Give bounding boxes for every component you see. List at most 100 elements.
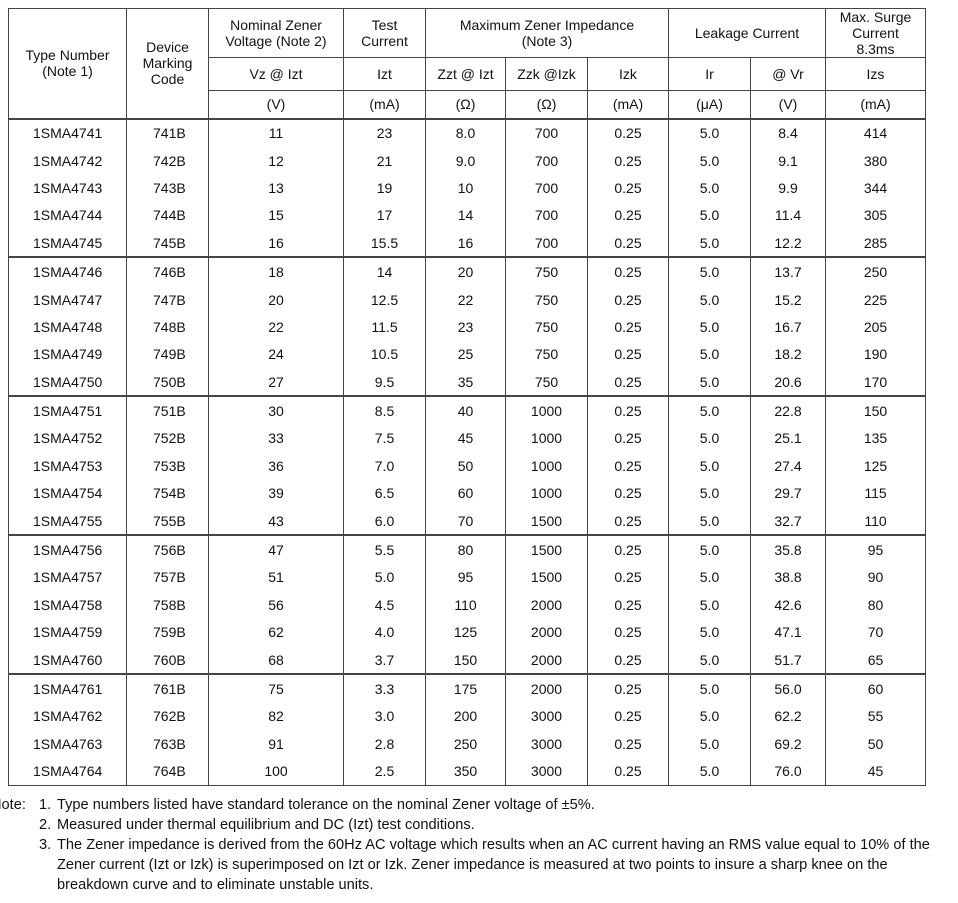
header-cell: Izs (825, 57, 926, 91)
data-cell: 15.2 (750, 285, 826, 314)
data-cell: 1SMA4756 (8, 534, 127, 564)
data-cell: 10 (425, 174, 506, 202)
data-cell: 1SMA4758 (8, 591, 127, 619)
data-cell: 68 (208, 645, 344, 675)
note-spacer (0, 815, 39, 835)
data-cell: 1SMA4751 (8, 395, 127, 425)
data-cell: 1SMA4759 (8, 618, 127, 646)
header-cell: Vz @ Izt (208, 57, 344, 91)
data-cell: 39 (208, 479, 344, 507)
data-row: 1SMA4741 741B 11 23 8.0 700 0.25 5.0 8.4 414 (8, 117, 926, 147)
note-row: Note: 1. Type numbers listed have standard… (0, 795, 951, 815)
data-cell: 4.5 (343, 591, 426, 619)
data-cell: 60 (425, 479, 506, 507)
data-cell: 27 (208, 368, 344, 397)
data-cell: 150 (825, 395, 926, 425)
data-cell: 5.0 (668, 730, 751, 758)
data-cell: 0.25 (587, 563, 669, 592)
data-cell: 746B (126, 256, 209, 286)
data-cell: 750B (126, 368, 209, 397)
data-cell: 344 (825, 174, 926, 202)
header-cell: (V) (208, 90, 344, 119)
data-cell: 759B (126, 618, 209, 646)
data-row: 1SMA4748 748B 22 11.5 23 750 0.25 5.0 16.7 205 (8, 313, 926, 341)
header-row: (V) (mA) (Ω) (Ω) (mA) (μA) (V) (mA) (9, 90, 926, 119)
data-cell: 1500 (505, 563, 588, 592)
data-cell: 43 (208, 506, 344, 536)
data-cell: 29.7 (750, 479, 826, 507)
data-row: 1SMA4754 754B 39 6.5 60 1000 0.25 5.0 29.7 115 (8, 479, 926, 507)
header-cell: Type Number (Note 1) (8, 8, 127, 119)
data-cell: 1500 (505, 506, 588, 536)
data-cell: 7.0 (343, 452, 426, 480)
data-cell: 7.5 (343, 424, 426, 453)
data-cell: 20 (425, 256, 506, 286)
data-cell: 69.2 (750, 730, 826, 758)
header-cell: (V) (750, 90, 826, 119)
data-cell: 14 (425, 201, 506, 230)
data-cell: 8.0 (425, 117, 506, 147)
header-cell: Maximum Zener Impedance (Note 3) (425, 8, 669, 58)
data-cell: 5.0 (668, 618, 751, 646)
data-cell: 8.4 (750, 117, 826, 147)
header-cell: Test Current (343, 8, 426, 58)
data-cell: 100 (208, 757, 344, 786)
data-cell: 755B (126, 506, 209, 536)
data-cell: 80 (425, 534, 506, 564)
header-cell: (mA) (825, 90, 926, 119)
table-body: 1SMA4741 741B 11 23 8.0 700 0.25 5.0 8.4 414 1SMA4… (8, 117, 926, 786)
data-cell: 82 (208, 702, 344, 731)
data-cell: 5.0 (668, 645, 751, 675)
header-cell: Izt (343, 57, 426, 91)
data-cell: 5.5 (343, 534, 426, 564)
data-cell: 11.5 (343, 313, 426, 341)
data-cell: 758B (126, 591, 209, 619)
spec-table: Type Number (Note 1) Device Marking Code N… (8, 8, 926, 786)
data-cell: 5.0 (668, 117, 751, 147)
data-cell: 11 (208, 117, 344, 147)
data-cell: 761B (126, 673, 209, 703)
data-cell: 9.1 (750, 146, 826, 175)
data-row: 1SMA4763 763B 91 2.8 250 3000 0.25 5.0 69.2 50 (8, 730, 926, 758)
data-cell: 0.25 (587, 174, 669, 202)
data-cell: 0.25 (587, 534, 669, 564)
table-header: Type Number (Note 1) Device Marking Code N… (8, 8, 926, 119)
note-number: 3. (39, 837, 52, 853)
data-cell: 50 (825, 730, 926, 758)
data-cell: 36 (208, 452, 344, 480)
data-cell: 24 (208, 340, 344, 369)
data-cell: 70 (825, 618, 926, 646)
data-cell: 65 (825, 645, 926, 675)
data-cell: 47.1 (750, 618, 826, 646)
data-cell: 5.0 (668, 256, 751, 286)
note-text: Type numbers listed have standard tolera… (57, 797, 595, 813)
data-cell: 3.3 (343, 673, 426, 703)
data-cell: 1SMA4757 (8, 563, 127, 592)
data-cell: 56 (208, 591, 344, 619)
data-cell: 700 (505, 174, 588, 202)
data-cell: 150 (425, 645, 506, 675)
data-cell: 205 (825, 313, 926, 341)
header-cell: Leakage Current (668, 8, 826, 58)
data-cell: 3000 (505, 730, 588, 758)
data-row: 1SMA4755 755B 43 6.0 70 1500 0.25 5.0 32.7 110 (8, 506, 926, 536)
data-row: 1SMA4756 756B 47 5.5 80 1500 0.25 5.0 35.8 95 (8, 534, 926, 564)
data-cell: 0.25 (587, 117, 669, 147)
notes: Note: 1. Type numbers listed have standard… (0, 795, 951, 895)
data-cell: 700 (505, 229, 588, 258)
data-cell: 76.0 (750, 757, 826, 786)
data-cell: 751B (126, 395, 209, 425)
data-cell: 1SMA4752 (8, 424, 127, 453)
data-cell: 0.25 (587, 702, 669, 731)
data-cell: 750 (505, 256, 588, 286)
data-cell: 9.5 (343, 368, 426, 397)
data-cell: 5.0 (668, 229, 751, 258)
data-row: 1SMA4761 761B 75 3.3 175 2000 0.25 5.0 56.0 60 (8, 673, 926, 703)
data-cell: 305 (825, 201, 926, 230)
data-row: 1SMA4749 749B 24 10.5 25 750 0.25 5.0 18.2 190 (8, 340, 926, 369)
data-cell: 0.25 (587, 757, 669, 786)
data-cell: 743B (126, 174, 209, 202)
data-cell: 1000 (505, 479, 588, 507)
data-cell: 25 (425, 340, 506, 369)
